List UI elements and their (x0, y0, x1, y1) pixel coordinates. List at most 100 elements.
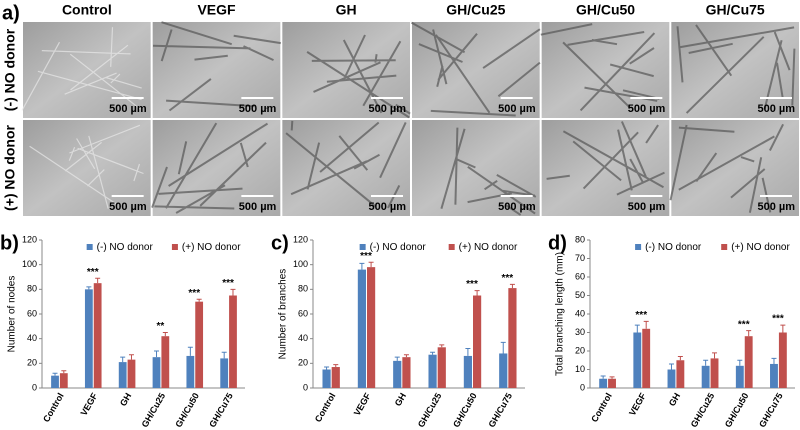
scale-bar-label: 500 µm (239, 103, 277, 115)
panel-label: a) (2, 2, 20, 24)
error-bar (120, 356, 126, 363)
error-bar (439, 344, 445, 348)
bar (118, 362, 127, 388)
legend-swatch (359, 244, 366, 250)
significance-label: *** (222, 278, 234, 289)
error-bar (221, 351, 227, 359)
y-tick-label: 120 (293, 234, 308, 244)
legend-label: (+) NO donor (182, 242, 241, 253)
legend-label: (-) NO donor (97, 242, 154, 253)
bar (93, 283, 102, 388)
error-bar (154, 350, 160, 358)
column-header: GH (336, 2, 357, 18)
error-bar (61, 370, 67, 374)
bar (195, 301, 204, 388)
error-bar (324, 366, 330, 370)
y-tick-label: 60 (298, 308, 308, 318)
y-tick-label: 70 (575, 253, 585, 263)
error-bar (162, 332, 168, 337)
legend-swatch (721, 244, 728, 250)
error-bar (230, 288, 236, 296)
significance-label: ** (157, 321, 165, 332)
error-bar (500, 341, 506, 354)
micrograph (412, 22, 540, 118)
tube-network (21, 27, 142, 111)
x-tick-label: GH/Cu50 (451, 391, 479, 429)
y-tick-label: 60 (27, 308, 37, 318)
significance-label: *** (87, 267, 99, 278)
scale-bar-label: 500 µm (239, 201, 277, 213)
y-tick-label: 80 (27, 284, 37, 294)
bar (463, 355, 472, 388)
column-header: GH/Cu25 (446, 2, 505, 18)
tube-network (540, 23, 660, 112)
x-tick-label: GH/Cu75 (486, 391, 514, 429)
x-tick-label: GH (667, 391, 682, 408)
bar (152, 357, 161, 388)
y-tick-label: 120 (22, 234, 37, 244)
x-tick-label: GH/Cu75 (757, 391, 785, 429)
bar (84, 289, 93, 388)
x-tick-label: GH (393, 391, 408, 408)
y-axis-title: Total branching length (mm) (555, 252, 566, 376)
legend-swatch (448, 244, 455, 250)
bar (402, 357, 411, 388)
y-tick-label: 20 (575, 345, 585, 355)
y-tick-label: 80 (575, 234, 585, 244)
scale-bar-label: 500 µm (498, 201, 536, 213)
error-bar (359, 262, 365, 270)
bar (161, 336, 170, 388)
x-tick-label: Control (589, 391, 614, 424)
error-bar (128, 354, 134, 360)
bar (499, 353, 508, 388)
y-tick-label: 100 (22, 259, 37, 269)
column-header: VEGF (197, 2, 236, 18)
scale-bar-label: 500 µm (757, 103, 795, 115)
x-tick-label: GH (118, 391, 133, 408)
bar (186, 355, 195, 388)
error-bar (95, 277, 101, 284)
row-label: (+) NO donor (2, 124, 18, 210)
micrograph (282, 120, 410, 216)
error-bar (771, 357, 777, 364)
error-bar (394, 356, 400, 361)
error-bar (780, 324, 786, 333)
tube-network (546, 121, 665, 196)
error-bar (712, 352, 718, 359)
x-tick-label: GH/Cu25 (689, 391, 717, 429)
scale-bar-label: 500 µm (368, 201, 406, 213)
error-bar (746, 330, 752, 337)
y-tick-label: 100 (293, 259, 308, 269)
error-bar (643, 320, 649, 329)
legend-swatch (86, 244, 93, 250)
y-axis-title: Number of nodes (7, 276, 18, 353)
bar (508, 288, 517, 388)
tube-network (152, 21, 281, 112)
y-tick-label: 40 (27, 333, 37, 343)
error-bar (368, 261, 374, 268)
x-tick-label: VEGF (627, 391, 648, 418)
significance-label: *** (466, 279, 478, 290)
bar (642, 328, 651, 388)
bar (667, 369, 676, 388)
legend-label: (+) NO donor (731, 242, 790, 253)
scale-bar-label: 500 µm (628, 201, 666, 213)
scale-bar-label: 500 µm (757, 201, 795, 213)
bar (744, 336, 753, 388)
y-tick-label: 40 (298, 333, 308, 343)
significance-label: *** (772, 314, 784, 325)
bar (393, 360, 402, 388)
y-tick-label: 20 (298, 358, 308, 368)
bar (710, 358, 719, 388)
significance-label: *** (635, 310, 647, 321)
panel-label: c) (271, 232, 289, 254)
legend-label: (-) NO donor (645, 242, 702, 253)
y-tick-label: 0 (580, 382, 585, 392)
scale-bar-label: 500 µm (498, 103, 536, 115)
y-tick-label: 0 (303, 382, 308, 392)
y-tick-label: 40 (575, 308, 585, 318)
bar (599, 378, 608, 388)
error-bar (86, 286, 92, 290)
bar (127, 359, 136, 388)
y-axis-title: Number of branches (278, 269, 289, 360)
